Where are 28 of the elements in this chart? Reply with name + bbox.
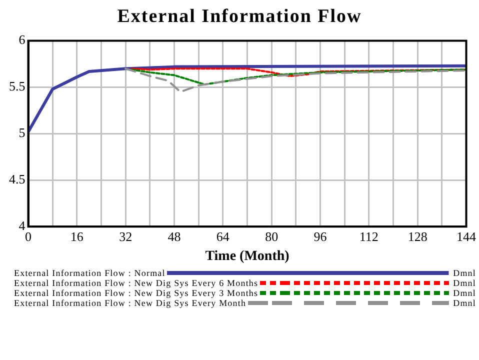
y-tick-label: 4.5: [9, 172, 26, 187]
x-tick-label: 128: [408, 228, 428, 244]
legend-label: External Information Flow : New Dig Sys Every 3 Months: [14, 288, 258, 298]
line-series: [130, 68, 466, 78]
x-tick-label: 16: [70, 228, 84, 244]
text: Dmnl: [453, 268, 476, 278]
y-tick-label: 5.5: [9, 78, 26, 94]
legend-label: External Information Flow : Normal: [14, 268, 166, 278]
text: Dmnl: [453, 298, 476, 308]
y-tick-label: 6: [18, 32, 26, 48]
chart-title: External Information Flow: [116, 6, 363, 28]
legend-label: External Information Flow : New Dig Sys Every 6 Months: [14, 278, 258, 288]
x-tick-label: 64: [216, 228, 230, 244]
x-tick-label: 112: [359, 228, 378, 244]
text: Dmnl: [453, 278, 476, 288]
line-series: [124, 68, 466, 93]
x-tick-label: 80: [265, 228, 278, 244]
x-tick-label: 144: [456, 228, 476, 244]
legend-label: External Information Flow : New Dig Sys Every Month: [14, 298, 246, 308]
y-tick-label: 5: [18, 125, 26, 140]
x-tick-label: 0: [25, 228, 32, 244]
y-tick-label: 4: [18, 218, 26, 234]
x-tick-label: 96: [314, 228, 328, 244]
text: Dmnl: [453, 288, 476, 298]
x-tick-label: 48: [168, 228, 181, 244]
x-tick-label: 32: [119, 228, 132, 244]
x-axis-title: Time (Month): [205, 249, 290, 264]
line-series: [130, 68, 466, 86]
